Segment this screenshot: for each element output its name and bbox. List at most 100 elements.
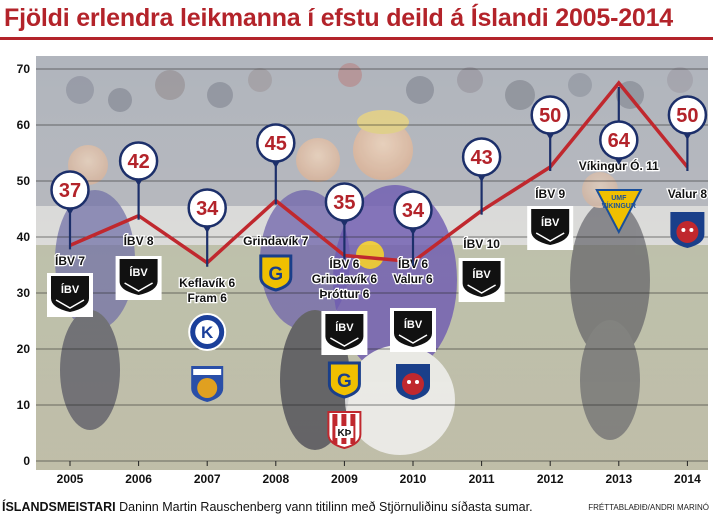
ibv-logo: ÍBV [390, 308, 436, 352]
team-label: Þróttur 6 [319, 287, 369, 301]
value-pin: 35 [324, 182, 365, 260]
chart-title: Fjöldi erlendra leikmanna í efstu deild … [4, 4, 674, 32]
data-label: 64 [608, 130, 631, 152]
svg-text:K: K [201, 323, 214, 342]
x-tick-label: 2013 [605, 472, 632, 486]
x-tick-label: 2007 [194, 472, 221, 486]
y-tick-label: 10 [17, 398, 31, 412]
photo-caption: ÍSLANDSMEISTARI Daninn Martin Rauschenbe… [2, 500, 713, 522]
pin-head [50, 170, 90, 210]
y-tick-label: 50 [17, 174, 31, 188]
team-label: Fram 6 [188, 291, 228, 305]
throttur-logo: KÞ [327, 411, 362, 450]
svg-text:ÍBV: ÍBV [404, 318, 423, 331]
x-tick-label: 2009 [331, 472, 358, 486]
svg-text:ÍBV: ÍBV [335, 321, 354, 334]
y-tick-label: 70 [17, 62, 31, 76]
team-label: Keflavík 6 [179, 276, 235, 290]
grindavik-logo: G [327, 361, 361, 399]
series-line [69, 80, 689, 265]
x-tick-label: 2011 [469, 472, 495, 486]
photo-credit: FRÉTTABLAÐIÐ/ANDRI MARINÓ [588, 503, 709, 512]
data-label: 50 [539, 105, 561, 127]
grid [36, 68, 708, 462]
ibv-logo: ÍBV [527, 206, 574, 250]
team-label: Grindavík 6 [312, 272, 378, 286]
svg-text:ÍBV: ÍBV [129, 266, 148, 279]
pin-head [118, 141, 159, 181]
title-rule [0, 37, 713, 40]
team-label: ÍBV 9 [535, 186, 565, 201]
valur-logo [396, 364, 430, 400]
svg-text:UMF: UMF [611, 195, 627, 202]
value-pin: 37 [50, 170, 90, 250]
y-tick-label: 30 [17, 286, 31, 300]
ibv-logo: ÍBV [458, 258, 505, 302]
grindavik-logo: G [259, 254, 293, 292]
pin-head [256, 123, 296, 163]
valur-logo [670, 212, 705, 248]
series-polyline [69, 80, 689, 265]
team-label: Valur 8 [668, 187, 708, 201]
svg-text:ÍBV: ÍBV [61, 283, 80, 296]
value-pin: 45 [256, 123, 296, 205]
x-tick-label: 2012 [537, 472, 564, 486]
team-label: Grindavík 7 [243, 234, 309, 248]
team-label: ÍBV 7 [55, 253, 85, 268]
ibv-logo: ÍBV [321, 311, 368, 355]
value-pin: 50 [530, 95, 570, 171]
caption-keyword: ÍSLANDSMEISTARI [2, 500, 116, 514]
svg-text:ÍBV: ÍBV [541, 216, 560, 229]
value-pin: 34 [187, 188, 227, 267]
data-label: 50 [676, 105, 698, 127]
team-label: ÍBV 10 [463, 236, 500, 251]
data-label: 42 [127, 151, 149, 173]
svg-text:G: G [337, 371, 352, 392]
data-label: 34 [402, 200, 425, 222]
team-label: Víkingur Ó. 11 [579, 158, 659, 173]
team-label: Valur 6 [393, 272, 433, 286]
ibv-logo: ÍBV [115, 256, 162, 300]
pin-head [530, 95, 570, 135]
x-tick-label: 2010 [400, 472, 427, 486]
x-tick-label: 2008 [262, 472, 289, 486]
value-pin: 34 [393, 190, 433, 266]
pin-head [393, 190, 433, 230]
x-tick-label: 2014 [674, 472, 701, 486]
pin-head [187, 188, 227, 228]
data-label: 45 [265, 133, 287, 155]
team-label: ÍBV 6 [329, 256, 359, 271]
value-pin: 42 [118, 141, 159, 220]
y-axis: 0 10 20 30 40 50 60 70 [17, 62, 31, 468]
svg-text:G: G [268, 264, 283, 285]
x-tick-label: 2005 [57, 472, 84, 486]
team-label: ÍBV 8 [124, 233, 154, 248]
keflavik-logo: K [188, 313, 227, 351]
x-axis: 2005 2006 2007 2008 2009 2010 2011 2012 2013 2014 [57, 461, 701, 486]
data-label: 34 [196, 198, 219, 220]
pin-head [324, 182, 365, 222]
caption-body: Daninn Martin Rauschenberg vann titilinn… [115, 500, 533, 514]
value-pin: 50 [667, 95, 708, 171]
data-label: 37 [59, 180, 81, 202]
y-tick-label: 60 [17, 118, 31, 132]
value-pins: 37 42 34 45 35 34 43 50 64 50 [50, 87, 708, 267]
svg-text:VÍKINGUR: VÍKINGUR [602, 201, 636, 210]
fram-logo [191, 366, 224, 402]
data-label: 43 [470, 147, 492, 169]
y-tick-label: 40 [17, 230, 31, 244]
pin-head [461, 137, 502, 177]
svg-text:ÍBV: ÍBV [472, 268, 491, 281]
pin-head [667, 95, 708, 135]
ibv-logo: ÍBV [47, 273, 93, 317]
caption-text: ÍSLANDSMEISTARI Daninn Martin Rauschenbe… [2, 500, 533, 514]
svg-text:KÞ: KÞ [337, 428, 351, 439]
pin-head [599, 120, 639, 160]
value-pin: 64 [599, 87, 639, 165]
data-label: 35 [333, 192, 355, 214]
